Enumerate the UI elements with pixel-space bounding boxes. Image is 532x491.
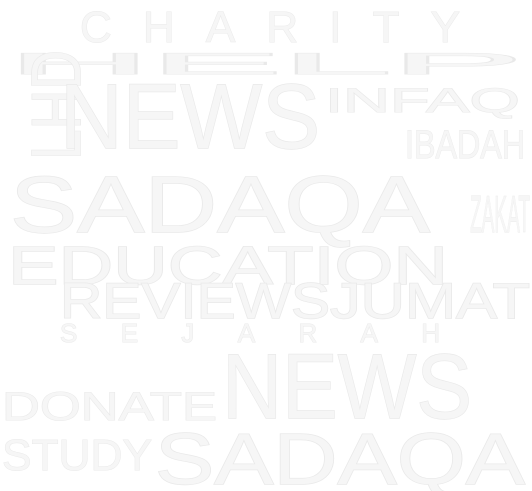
word-news-1: NEWS — [60, 66, 320, 168]
word-zakat: ZAKAT — [470, 186, 530, 244]
word-lhd: LHD — [17, 50, 95, 160]
word-reviews: REVIEWS — [60, 273, 330, 329]
word-education: EDUCATION — [8, 236, 448, 296]
word-sadaqa-2: SADAQA — [155, 420, 525, 491]
word-study: STUDY — [2, 431, 152, 480]
word-help: HELP — [8, 48, 523, 81]
word-sadaqa-1: SADAQA — [10, 160, 431, 249]
word-infaq: INFAQ — [325, 82, 520, 120]
word-sejarah: SEJARAH — [60, 318, 440, 348]
word-news-2: NEWS — [222, 336, 472, 438]
word-charity: CHARITY — [80, 3, 460, 52]
word-donate: DONATE — [2, 385, 217, 429]
word-ibadah: IBADAH — [405, 123, 525, 167]
word-jumat: JUMAT — [330, 273, 530, 329]
